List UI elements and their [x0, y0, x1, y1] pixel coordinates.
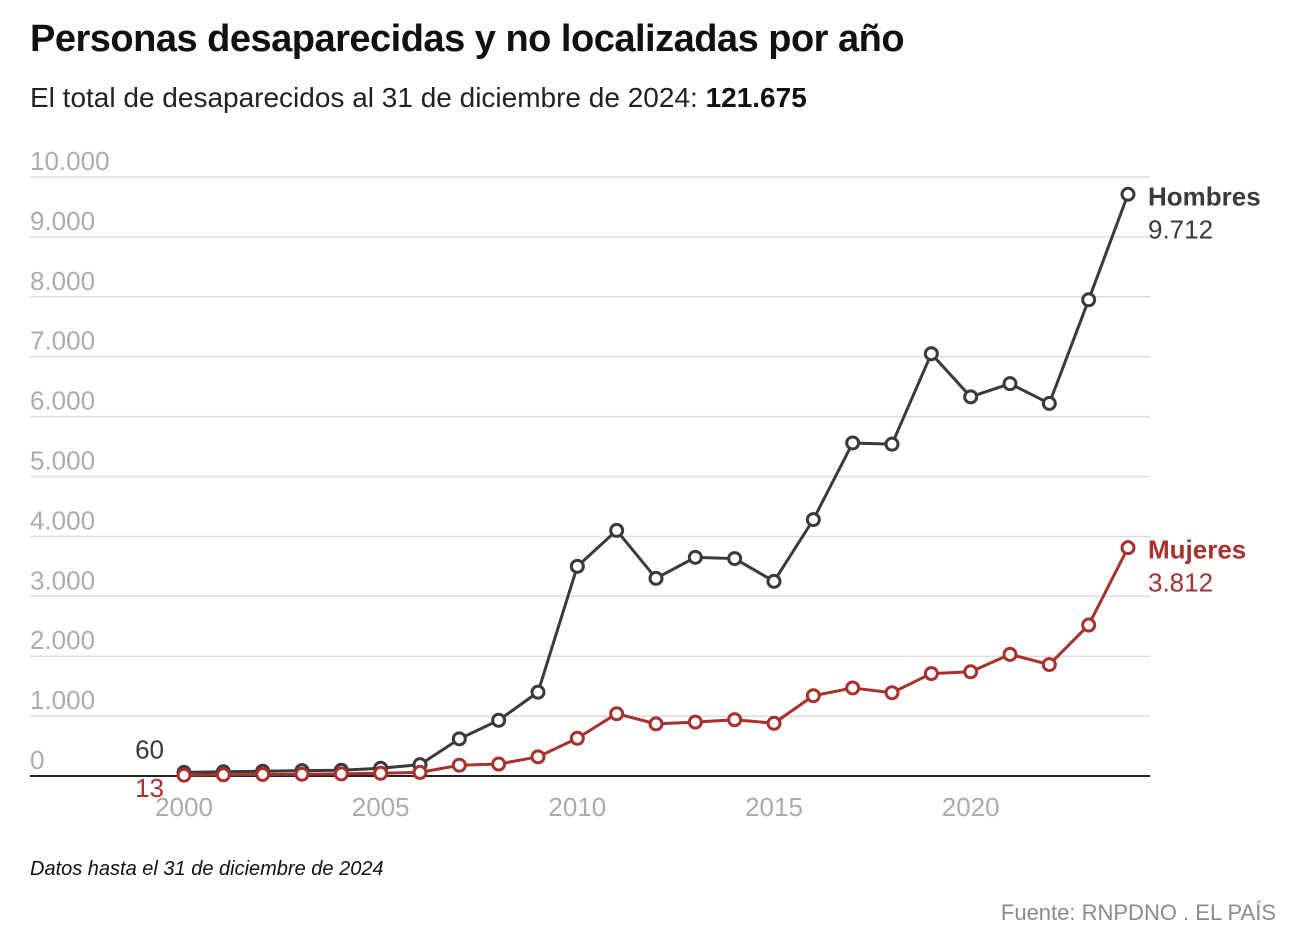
y-tick-label: 7.000 — [30, 326, 95, 356]
x-tick-label: 2010 — [548, 792, 606, 822]
data-point-mujeres — [333, 766, 349, 782]
data-point-mujeres — [1041, 657, 1057, 673]
data-point-hombres — [805, 512, 821, 528]
data-point-hombres — [1041, 395, 1057, 411]
footnote: Datos hasta el 31 de diciembre de 2024 — [30, 858, 384, 880]
grid-lines — [30, 176, 1150, 717]
y-tick-label: 5.000 — [30, 446, 95, 476]
data-point-mujeres — [215, 767, 231, 783]
y-tick-label: 9.000 — [30, 206, 95, 236]
data-point-mujeres — [1081, 617, 1097, 633]
data-point-mujeres — [845, 680, 861, 696]
data-point-mujeres — [294, 766, 310, 782]
data-point-hombres — [1081, 292, 1097, 308]
data-point-hombres — [491, 712, 507, 728]
data-point-hombres — [884, 436, 900, 452]
x-axis-ticks: 2000 2005 2010 2015 2020 — [155, 792, 1000, 822]
data-point-mujeres — [923, 666, 939, 682]
y-tick-label: 10.000 — [30, 146, 110, 176]
subtitle-text: El total de desaparecidos al 31 de dicie… — [30, 82, 706, 113]
data-point-mujeres — [963, 664, 979, 680]
data-point-mujeres — [255, 767, 271, 783]
data-point-hombres — [609, 522, 625, 538]
data-point-mujeres — [727, 712, 743, 728]
data-point-hombres — [648, 570, 664, 586]
data-point-hombres — [727, 551, 743, 567]
series-group — [176, 186, 1136, 783]
data-point-hombres — [451, 731, 467, 747]
y-tick-label: 1.000 — [30, 685, 95, 715]
data-point-mujeres — [687, 714, 703, 730]
data-point-mujeres — [884, 685, 900, 701]
series-end-value-mujeres: 3.812 — [1148, 568, 1213, 598]
chart-subtitle: El total de desaparecidos al 31 de dicie… — [30, 82, 807, 114]
subtitle-total: 121.675 — [705, 82, 807, 113]
data-point-mujeres — [373, 765, 389, 781]
series-end-value-hombres: 9.712 — [1148, 214, 1213, 244]
y-tick-label: 3.000 — [30, 565, 95, 595]
series-start-value-mujeres: 13 — [135, 773, 164, 803]
chart-title: Personas desaparecidas y no localizadas … — [30, 18, 905, 60]
data-point-mujeres — [1002, 646, 1018, 662]
data-point-hombres — [569, 558, 585, 574]
data-point-mujeres — [648, 716, 664, 732]
data-point-hombres — [1120, 186, 1136, 202]
data-point-mujeres — [569, 730, 585, 746]
y-axis-ticks: 0 1.000 2.000 3.000 4.000 5.000 6.000 7.000 8.00… — [30, 146, 110, 775]
data-point-mujeres — [176, 767, 192, 783]
y-tick-label: 4.000 — [30, 505, 95, 535]
series-line-hombres — [183, 193, 1130, 774]
data-point-hombres — [530, 684, 546, 700]
data-point-mujeres — [491, 756, 507, 772]
data-point-hombres — [963, 389, 979, 405]
data-point-mujeres — [609, 706, 625, 722]
data-point-hombres — [687, 549, 703, 565]
series-name-mujeres: Mujeres — [1148, 535, 1246, 565]
data-point-hombres — [845, 435, 861, 451]
series-start-value-hombres: 60 — [135, 734, 164, 764]
data-point-mujeres — [1120, 540, 1136, 556]
data-point-hombres — [766, 573, 782, 589]
y-tick-label: 8.000 — [30, 266, 95, 296]
x-tick-label: 2005 — [352, 792, 410, 822]
data-point-mujeres — [805, 688, 821, 704]
x-tick-label: 2000 — [155, 792, 213, 822]
y-tick-label: 0 — [30, 745, 44, 775]
data-point-mujeres — [412, 764, 428, 780]
data-point-mujeres — [451, 757, 467, 773]
y-tick-label: 6.000 — [30, 386, 95, 416]
data-point-mujeres — [766, 715, 782, 731]
y-tick-label: 2.000 — [30, 625, 95, 655]
data-point-hombres — [923, 346, 939, 362]
data-point-mujeres — [530, 749, 546, 765]
source-credit: Fuente: RNPDNO . EL PAÍS — [1000, 900, 1276, 925]
data-point-hombres — [1002, 376, 1018, 392]
x-tick-label: 2015 — [745, 792, 803, 822]
series-name-hombres: Hombres — [1148, 181, 1261, 211]
x-tick-label: 2020 — [942, 792, 1000, 822]
